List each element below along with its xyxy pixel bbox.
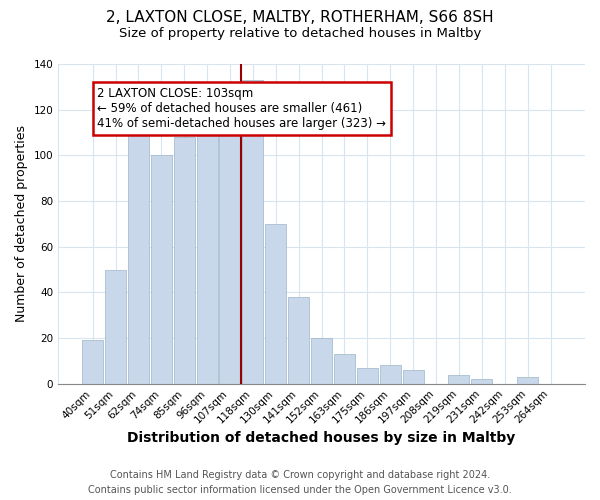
- Y-axis label: Number of detached properties: Number of detached properties: [15, 126, 28, 322]
- Bar: [380, 366, 401, 384]
- Bar: [265, 224, 286, 384]
- Bar: [517, 377, 538, 384]
- Bar: [242, 80, 263, 384]
- Bar: [311, 338, 332, 384]
- Text: Contains HM Land Registry data © Crown copyright and database right 2024.
Contai: Contains HM Land Registry data © Crown c…: [88, 470, 512, 495]
- Text: 2, LAXTON CLOSE, MALTBY, ROTHERHAM, S66 8SH: 2, LAXTON CLOSE, MALTBY, ROTHERHAM, S66 …: [106, 10, 494, 25]
- Bar: [197, 132, 218, 384]
- Text: 2 LAXTON CLOSE: 103sqm
← 59% of detached houses are smaller (461)
41% of semi-de: 2 LAXTON CLOSE: 103sqm ← 59% of detached…: [97, 87, 386, 130]
- Bar: [151, 156, 172, 384]
- Bar: [357, 368, 378, 384]
- Bar: [403, 370, 424, 384]
- Bar: [472, 379, 493, 384]
- X-axis label: Distribution of detached houses by size in Maltby: Distribution of detached houses by size …: [127, 431, 516, 445]
- Bar: [448, 374, 469, 384]
- Bar: [288, 297, 309, 384]
- Bar: [105, 270, 126, 384]
- Bar: [220, 132, 241, 384]
- Text: Size of property relative to detached houses in Maltby: Size of property relative to detached ho…: [119, 28, 481, 40]
- Bar: [334, 354, 355, 384]
- Bar: [128, 114, 149, 384]
- Bar: [82, 340, 103, 384]
- Bar: [173, 137, 195, 384]
